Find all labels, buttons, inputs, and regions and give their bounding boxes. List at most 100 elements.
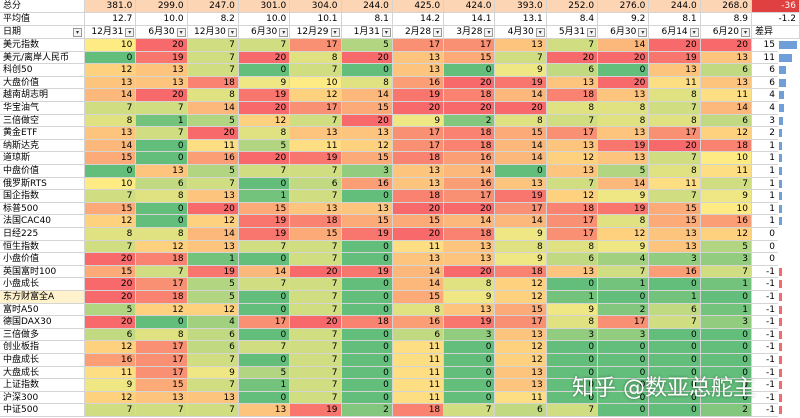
row-label: 恒生指数: [0, 240, 85, 254]
heat-cell: 6: [495, 404, 547, 417]
heat-cell: 13: [85, 127, 137, 140]
heat-cell: 0: [341, 190, 393, 203]
heat-cell: 19: [341, 265, 393, 279]
heat-cell: 7: [700, 177, 752, 191]
heat-cell: 17: [392, 39, 445, 52]
heat-cell: 0: [85, 51, 137, 65]
heat-cell: 1: [187, 253, 239, 266]
heat-cell: 15: [136, 379, 188, 392]
diff-cell: 15: [752, 39, 778, 52]
total-cell: 424.0: [444, 0, 496, 13]
heat-cell: 17: [136, 341, 188, 354]
heat-cell: 15: [392, 215, 445, 228]
heat-cell: 20: [392, 102, 445, 115]
heat-cell: 18: [546, 89, 599, 102]
diff-cell: 0: [752, 241, 778, 254]
heat-cell: 0: [649, 391, 701, 405]
heat-cell: 15: [85, 265, 137, 279]
heat-cell: 7: [187, 177, 239, 191]
heat-cell: 7: [598, 265, 650, 279]
diff-bar: [779, 104, 784, 112]
heat-cell: 19: [649, 51, 701, 65]
heat-cell: 5: [598, 165, 650, 178]
heat-cell: 12: [85, 341, 137, 354]
heat-cell: 13: [546, 76, 599, 90]
average-cell: 8.2: [187, 13, 239, 26]
heat-cell: 0: [495, 165, 547, 178]
date-header: 差异: [752, 26, 800, 39]
heat-cell: 7: [136, 404, 188, 417]
heat-cell: 7: [546, 404, 599, 417]
heat-cell: 20: [495, 102, 547, 115]
heat-cell: 20: [85, 316, 137, 329]
heat-cell: 5: [238, 366, 291, 380]
total-cell: 425.0: [392, 0, 445, 13]
heat-cell: 20: [444, 76, 496, 90]
heat-cell: 7: [136, 102, 188, 115]
heat-cell: 4: [187, 316, 239, 329]
heat-cell: 19: [290, 404, 342, 417]
diff-cell: 4: [752, 89, 778, 102]
diff-bar: [779, 66, 787, 75]
total-cell: 304.0: [290, 0, 342, 13]
heat-cell: 3: [700, 316, 752, 329]
heat-cell: 20: [392, 228, 445, 241]
heat-cell: 0: [598, 64, 650, 77]
date-header: 6月20: [700, 26, 752, 39]
heat-cell: 13: [136, 64, 188, 77]
heat-cell: 11: [392, 366, 445, 380]
row-label: 中盘成长: [0, 354, 85, 367]
heat-cell: 1: [598, 278, 650, 291]
diff-cell: -1: [752, 392, 778, 405]
heat-cell: 13: [700, 76, 752, 90]
row-label: 英国富时100: [0, 265, 85, 279]
heat-cell: 18: [444, 127, 496, 140]
heat-cell: 7: [700, 265, 752, 279]
heat-cell: 19: [341, 228, 393, 241]
diff-bar: [779, 41, 797, 49]
heat-cell: 11: [392, 354, 445, 367]
heat-cell: 20: [649, 39, 701, 52]
diff-cell: -1: [752, 341, 778, 354]
heat-cell: 0: [598, 379, 650, 392]
heat-cell: 13: [136, 391, 188, 405]
heat-cell: 0: [136, 202, 188, 216]
row-label: 美元/离岸人民币: [0, 51, 85, 65]
heat-cell: 7: [290, 341, 342, 354]
heat-cell: 19: [392, 89, 445, 102]
heat-cell: 17: [136, 366, 188, 380]
date-header: 6月30: [238, 26, 291, 39]
diff-cell: -1: [752, 291, 778, 304]
heat-cell: 13: [290, 202, 342, 216]
heat-cell: 0: [238, 354, 291, 367]
heat-cell: 0: [649, 278, 701, 291]
diff-bar: [779, 91, 784, 100]
heat-cell: 0: [444, 366, 496, 380]
heat-cell: 13: [495, 379, 547, 392]
heat-cell: 14: [700, 102, 752, 115]
heat-cell: 15: [85, 152, 137, 165]
heat-cell: 19: [187, 265, 239, 279]
heat-cell: 1: [238, 190, 291, 203]
diff-bar: [779, 217, 782, 226]
diff-bar: [779, 267, 782, 276]
heat-cell: 0: [700, 291, 752, 304]
heat-cell: 0: [136, 215, 188, 228]
heat-cell: 6: [700, 114, 752, 128]
heat-cell: 10: [700, 152, 752, 165]
heat-cell: 15: [85, 202, 137, 216]
date-header: 6月30: [598, 26, 650, 39]
total-cell: 247.0: [187, 0, 239, 13]
heat-cell: 17: [290, 39, 342, 52]
row-label: 东方财富全A: [0, 291, 85, 304]
heat-cell: 19: [444, 316, 496, 329]
diff-cell: 1: [752, 152, 778, 165]
diff-bar: [779, 368, 782, 377]
heat-cell: 0: [700, 354, 752, 367]
heat-cell: 12: [700, 228, 752, 241]
heat-cell: 14: [187, 102, 239, 115]
heat-cell: 17: [444, 39, 496, 52]
heat-cell: 2: [341, 404, 393, 417]
average-cell: 14.2: [392, 13, 445, 26]
heat-cell: 18: [444, 228, 496, 241]
